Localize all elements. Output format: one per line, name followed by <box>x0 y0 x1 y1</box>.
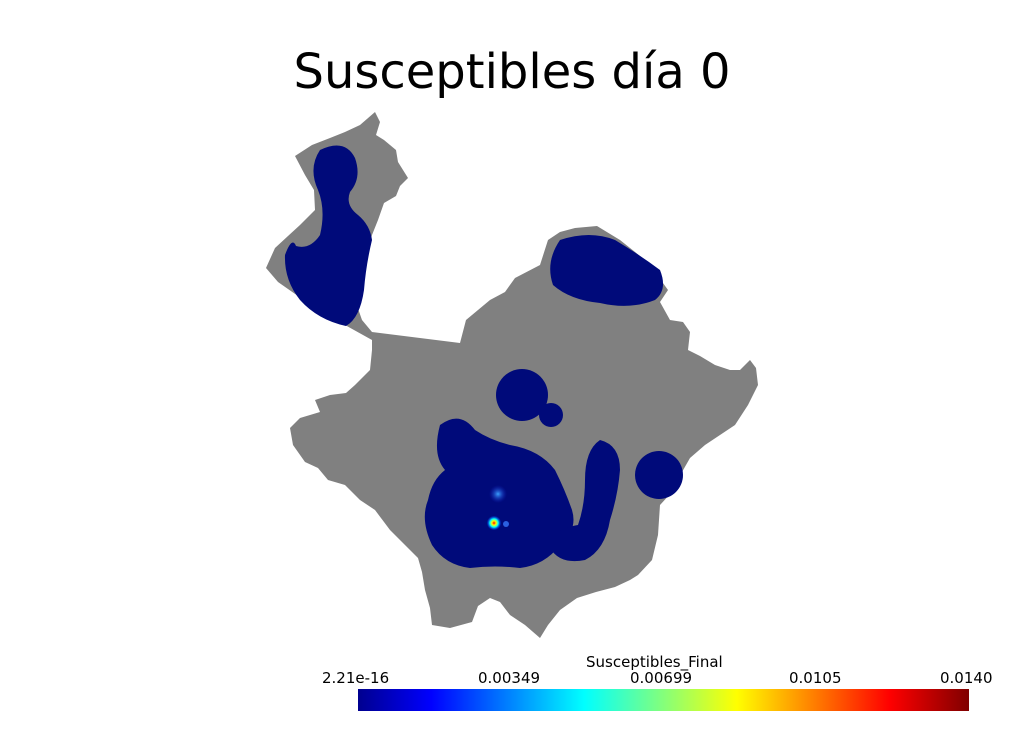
legend-tick-3: 0.00699 <box>630 669 693 687</box>
legend-tick-max: 0.0140 <box>940 669 993 687</box>
color-scale-bar <box>358 689 969 711</box>
low-value-areas <box>284 145 683 568</box>
legend-tick-2: 0.00349 <box>478 669 541 687</box>
legend-tick-4: 0.0105 <box>789 669 842 687</box>
hotspot-secondary <box>489 485 507 503</box>
map-title: Susceptibles día 0 <box>293 44 731 100</box>
hotspot-primary <box>487 516 501 530</box>
legend-title: Susceptibles_Final <box>586 653 723 671</box>
legend-tick-min: 2.21e-16 <box>322 669 390 687</box>
